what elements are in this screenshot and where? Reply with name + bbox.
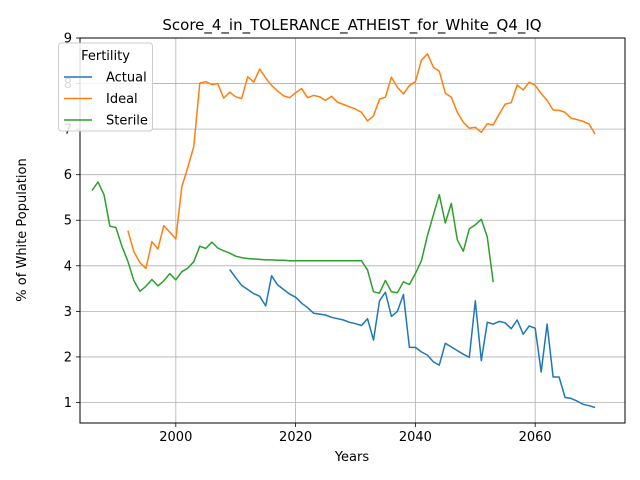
x-tick-label: 2020 (279, 430, 312, 445)
legend-label-ideal: Ideal (106, 92, 138, 107)
series-lines (91, 53, 596, 409)
series-line-sterile (91, 181, 494, 294)
legend-label-sterile: Sterile (106, 114, 148, 129)
grid (80, 37, 625, 423)
y-tick-label: 4 (64, 259, 72, 274)
y-tick-label: 3 (64, 305, 72, 320)
y-axis-label: % of White Population (15, 158, 30, 301)
chart-title: Score_4_in_TOLERANCE_ATHEIST_for_White_Q… (162, 16, 541, 35)
plot-frame (79, 37, 626, 424)
y-tick-label: 2 (64, 350, 72, 365)
y-tick-label: 6 (64, 168, 72, 183)
y-tick-label: 5 (64, 214, 72, 229)
x-axis-label: Years (334, 450, 370, 465)
legend-label-actual: Actual (106, 71, 147, 86)
y-tick-label: 9 (64, 32, 72, 47)
legend-title: Fertility (81, 49, 130, 64)
x-tick-label: 2060 (519, 430, 552, 445)
x-tick-label: 2000 (159, 430, 192, 445)
series-line-actual (229, 269, 596, 409)
series-line-ideal (127, 53, 596, 270)
x-tick-label: 2040 (399, 430, 432, 445)
legend: Fertility Actual Ideal Sterile (58, 42, 153, 132)
x-axis-ticks: 2000 2020 2040 2060 (159, 423, 552, 445)
legend-box (58, 42, 153, 132)
y-tick-label: 1 (64, 396, 72, 411)
legend-entries: Actual Ideal Sterile (64, 71, 148, 129)
